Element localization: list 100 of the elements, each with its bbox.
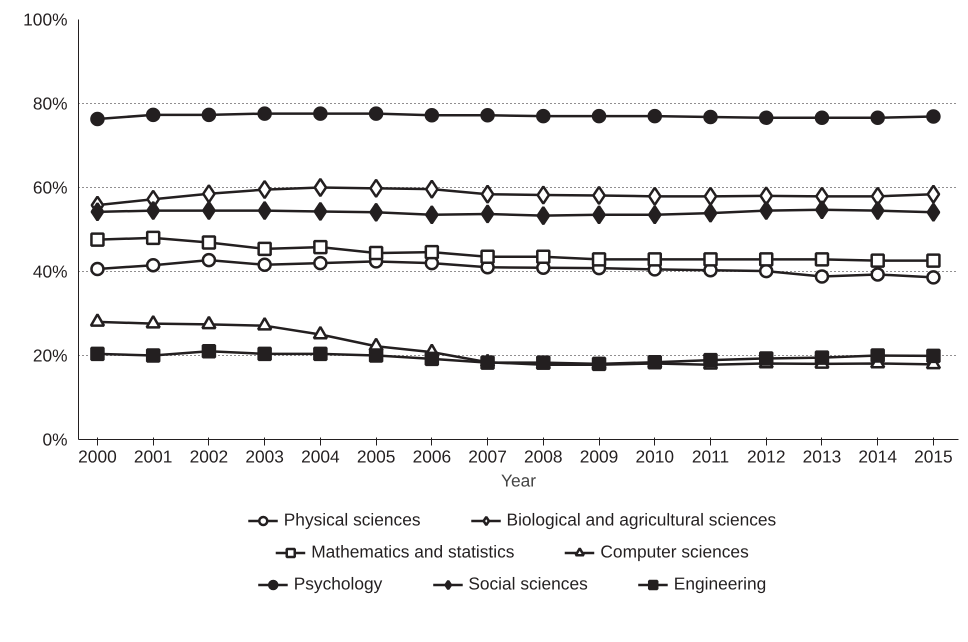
point	[202, 108, 216, 122]
point	[759, 200, 774, 220]
point	[870, 253, 885, 268]
point	[257, 106, 272, 121]
point	[202, 235, 216, 250]
legend-label: Physical sciences	[284, 510, 421, 530]
point	[90, 232, 105, 247]
x-tick-label: 2006	[412, 446, 452, 466]
point	[536, 250, 551, 264]
x-tick-label: 2015	[914, 446, 953, 466]
point	[368, 348, 384, 363]
point	[480, 250, 495, 264]
point	[926, 109, 941, 124]
x-tick-label: 2013	[802, 446, 842, 466]
y-tick-label: 60%	[32, 178, 68, 198]
point	[146, 108, 160, 122]
point	[90, 112, 105, 126]
point	[536, 185, 550, 205]
legend-label: Psychology	[294, 574, 382, 594]
y-tick-label: 40%	[32, 262, 68, 282]
legend-label: Computer sciences	[600, 542, 749, 562]
point	[814, 252, 830, 267]
x-tick-label: 2014	[858, 446, 898, 466]
y-tick-label: 0%	[42, 430, 68, 450]
x-tick-label: 2003	[245, 446, 284, 466]
point	[480, 184, 494, 204]
point	[926, 348, 941, 364]
point	[870, 267, 885, 282]
point	[480, 108, 495, 122]
point	[424, 179, 439, 199]
point	[368, 246, 384, 260]
point	[926, 253, 941, 268]
point	[313, 256, 328, 270]
point	[704, 203, 718, 223]
x-tick-label: 2012	[746, 446, 786, 466]
x-tick-label: 2007	[468, 446, 507, 466]
point	[258, 180, 272, 200]
point	[870, 200, 885, 220]
point	[592, 205, 606, 225]
point	[536, 206, 550, 226]
point	[536, 108, 551, 124]
point	[368, 106, 384, 121]
point	[814, 110, 830, 126]
x-tick-label: 2002	[190, 446, 228, 466]
legend-label: Biological and agricultural sciences	[506, 510, 776, 530]
point	[146, 230, 160, 246]
point	[257, 258, 272, 272]
x-tick-label: 2010	[635, 446, 674, 466]
point	[313, 240, 328, 254]
point	[758, 252, 774, 267]
legend-label: Social sciences	[468, 574, 588, 594]
point	[257, 242, 272, 256]
legend-label: Mathematics and statistics	[311, 542, 514, 562]
point	[424, 352, 440, 366]
point	[703, 252, 718, 267]
point	[814, 350, 830, 365]
y-tick-label: 20%	[32, 346, 68, 366]
point	[424, 205, 439, 225]
point	[313, 202, 328, 222]
y-tick-label: 80%	[32, 94, 68, 114]
legend-label: Engineering	[674, 574, 766, 594]
point	[258, 200, 272, 220]
point	[592, 186, 606, 206]
point	[202, 344, 216, 359]
point	[202, 184, 216, 204]
y-tick-label: 100%	[23, 10, 68, 30]
x-tick-label: 2009	[580, 446, 618, 466]
x-tick-label: 2008	[524, 446, 563, 466]
point	[424, 108, 440, 122]
point	[926, 202, 940, 222]
x-axis-title: Year	[500, 470, 536, 490]
point	[648, 252, 662, 267]
point	[703, 352, 718, 368]
point	[648, 186, 662, 206]
point	[592, 108, 606, 124]
x-tick-label: 2004	[301, 446, 340, 466]
point	[146, 200, 160, 220]
point	[202, 200, 216, 220]
point	[926, 184, 940, 204]
point	[90, 346, 105, 362]
point	[146, 348, 160, 363]
point	[703, 110, 718, 124]
point	[257, 346, 272, 362]
point	[313, 178, 328, 198]
point	[648, 108, 662, 124]
point	[870, 348, 885, 363]
point	[704, 186, 718, 206]
point	[480, 204, 494, 224]
x-tick-label: 2000	[78, 446, 117, 466]
point	[90, 202, 104, 222]
point	[146, 258, 160, 272]
point	[369, 178, 384, 198]
point	[814, 269, 830, 284]
point	[313, 106, 328, 121]
point	[369, 202, 384, 222]
point	[926, 270, 941, 285]
point	[313, 346, 328, 362]
point	[90, 262, 105, 276]
point	[815, 200, 829, 220]
point	[758, 110, 774, 126]
